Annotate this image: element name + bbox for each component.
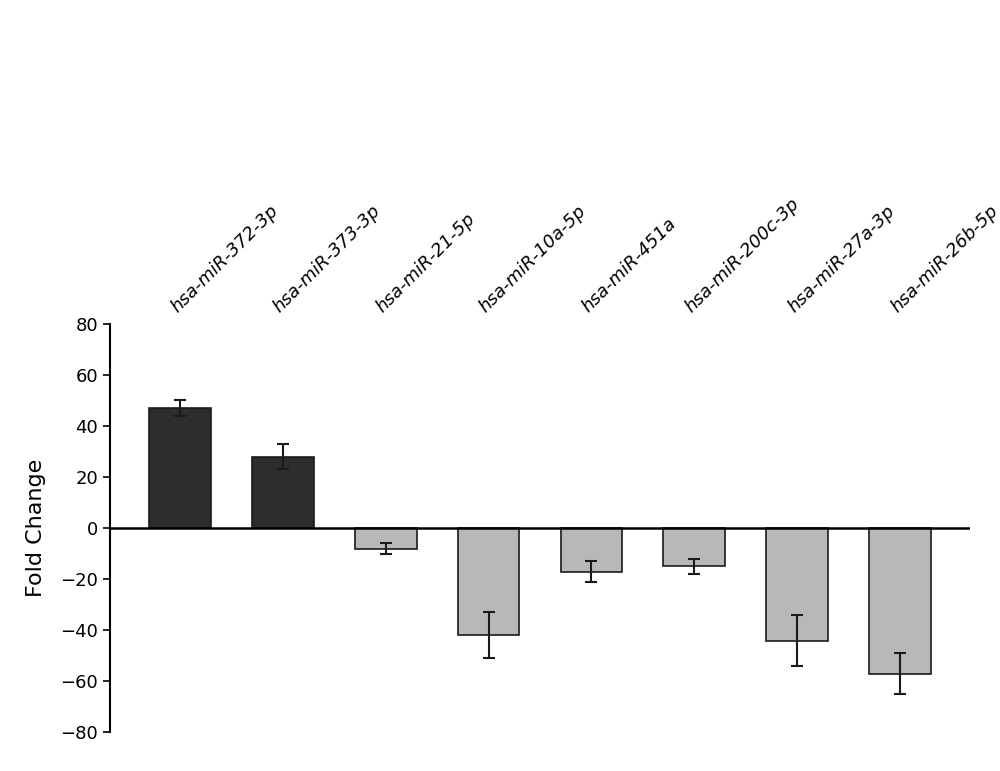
Bar (561, 528, 622, 571)
Bar (252, 456, 314, 528)
Text: hsa-miR-200c-3p: hsa-miR-200c-3p (682, 195, 803, 316)
Text: hsa-miR-451a: hsa-miR-451a (579, 215, 680, 316)
Bar (663, 528, 725, 567)
Bar (355, 528, 417, 549)
Y-axis label: Fold Change: Fold Change (26, 459, 46, 598)
Text: hsa-miR-26b-5p: hsa-miR-26b-5p (887, 202, 1000, 316)
Text: hsa-miR-10a-5p: hsa-miR-10a-5p (476, 202, 590, 316)
Bar (149, 408, 211, 528)
Text: hsa-miR-27a-3p: hsa-miR-27a-3p (784, 202, 898, 316)
Text: hsa-miR-372-3p: hsa-miR-372-3p (167, 202, 282, 316)
Text: hsa-miR-373-3p: hsa-miR-373-3p (270, 202, 384, 316)
Bar (458, 528, 519, 635)
Bar (869, 528, 931, 674)
Text: hsa-miR-21-5p: hsa-miR-21-5p (373, 210, 479, 316)
Bar (766, 528, 828, 641)
